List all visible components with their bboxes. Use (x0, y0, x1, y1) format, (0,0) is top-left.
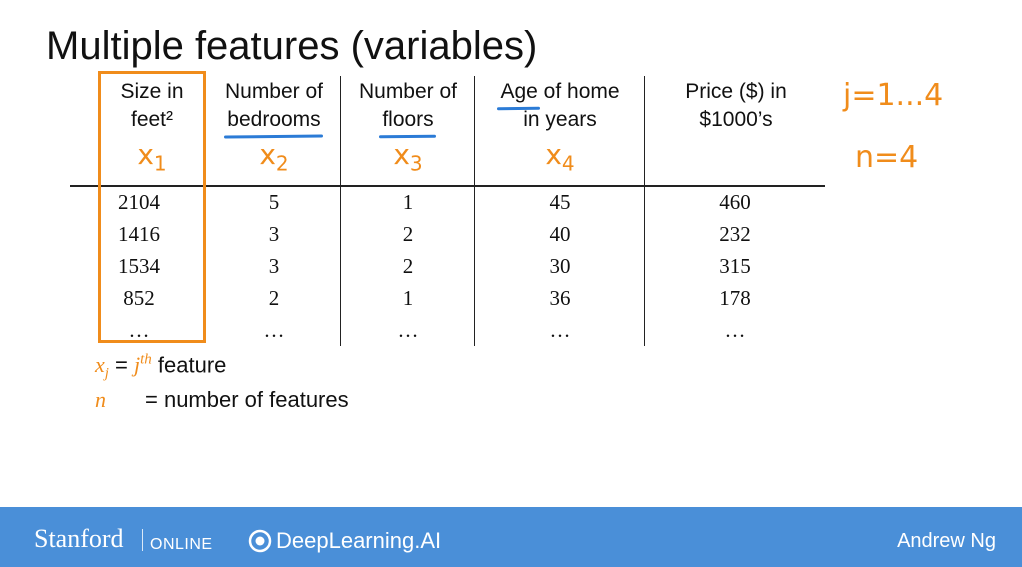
table-cell: … (397, 318, 419, 342)
symbol-x2: x2 (259, 138, 289, 176)
age-underline: Age (500, 78, 537, 106)
header-floors: Number of floors (342, 78, 474, 134)
table-cell: 3 (268, 222, 280, 246)
footer-bar: Stanford ONLINE DeepLearning.AI Andrew N… (0, 507, 1022, 567)
table-cell: 1416 (118, 222, 160, 246)
definition-xj: xj = jth feature (95, 352, 227, 382)
table-cell: 315 (719, 254, 751, 278)
logo-separator (142, 529, 143, 551)
table-cell: 45 (549, 190, 571, 214)
table-cell: 1534 (118, 254, 160, 278)
bedrooms-underline: bedrooms (227, 106, 320, 134)
header-age: Age of home in years (500, 78, 620, 131)
table-cell: 232 (719, 222, 751, 246)
note-j-range: j=1...4 (843, 78, 944, 113)
header-price: Price ($) in $1000’s (685, 80, 787, 131)
header-divider (70, 185, 825, 187)
table-cell: 40 (549, 222, 571, 246)
note-n-value: n=4 (855, 140, 919, 175)
table-cell: 5 (268, 190, 280, 214)
author-name: Andrew Ng (897, 530, 996, 552)
deeplearning-label: DeepLearning.AI (276, 528, 442, 553)
table-cell: 2 (268, 286, 280, 310)
definition-n: n = number of features (95, 387, 349, 412)
stanford-logo: Stanford (34, 524, 124, 553)
symbol-x4: x4 (545, 138, 575, 176)
table-cell: … (549, 318, 571, 342)
header-size: Size in feet² (120, 80, 184, 131)
table-cell: 36 (549, 286, 571, 310)
online-label: ONLINE (150, 536, 213, 553)
column-divider (644, 76, 645, 346)
column-divider (340, 76, 341, 346)
slide-title: Multiple features (variables) (46, 24, 538, 68)
table-cell: … (724, 318, 746, 342)
table-cell: 852 (123, 286, 155, 310)
table-cell: … (128, 318, 150, 342)
table-cell: 2 (402, 254, 414, 278)
table-cell: 460 (719, 190, 751, 214)
table-cell: 3 (268, 254, 280, 278)
table-cell: … (263, 318, 285, 342)
table-cell: 1 (402, 190, 414, 214)
table-cell: 178 (719, 286, 751, 310)
table-cell: 30 (549, 254, 571, 278)
feature-highlight-box (98, 71, 206, 343)
floors-underline: floors (382, 106, 433, 134)
column-divider (474, 76, 475, 346)
header-bedrooms: Number of bedrooms (208, 78, 340, 134)
table-cell: 2104 (118, 190, 160, 214)
deeplearning-logo-icon (248, 529, 272, 553)
table-cell: 2 (402, 222, 414, 246)
symbol-x1: x1 (137, 138, 167, 176)
table-cell: 1 (402, 286, 414, 310)
symbol-x3: x3 (393, 138, 423, 176)
